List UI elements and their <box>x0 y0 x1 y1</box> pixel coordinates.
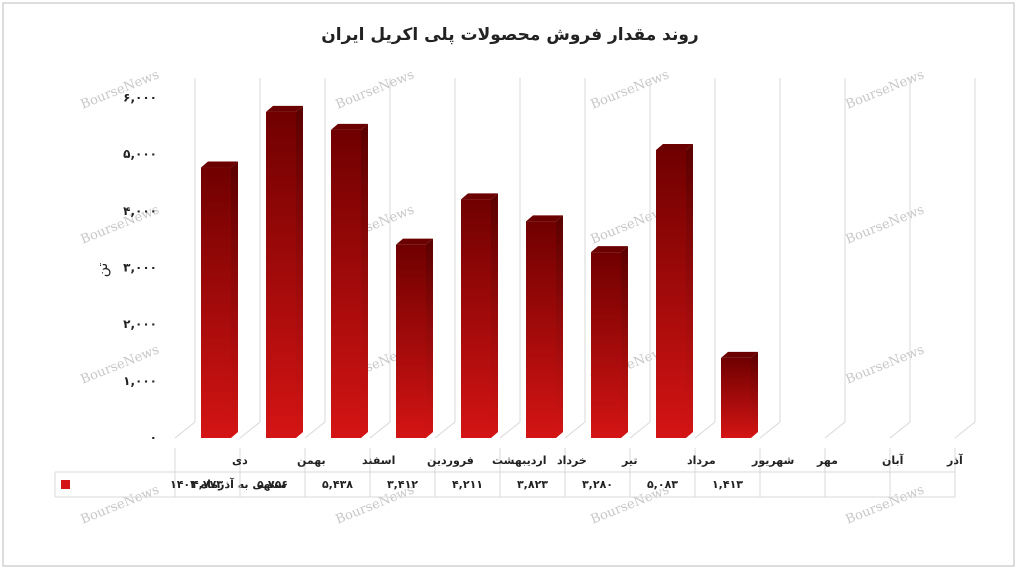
bar-top <box>201 161 238 168</box>
value-label: ۳,۲۸۰ <box>582 478 613 491</box>
y-tick-label: ۴,۰۰۰ <box>123 204 157 218</box>
x-tick-label: بهمن <box>297 454 326 467</box>
bar-top <box>591 246 628 253</box>
grid-wall <box>499 78 521 439</box>
bar <box>656 149 686 439</box>
chart-border <box>2 2 1015 567</box>
value-label: ۵,۷۵۶ <box>257 478 288 491</box>
bar-top <box>526 215 563 222</box>
grid-wall <box>564 78 586 439</box>
bar <box>201 167 231 438</box>
value-label: ۵,۴۳۸ <box>322 478 353 491</box>
bar <box>331 129 361 438</box>
bar-top <box>266 105 303 112</box>
bar-side <box>491 193 498 438</box>
bar-side <box>361 123 368 438</box>
grid-wall <box>239 78 261 439</box>
bar-side <box>686 143 693 439</box>
bar-side <box>296 105 303 439</box>
bar <box>461 199 491 438</box>
bar-side <box>751 351 758 438</box>
y-tick-label: ۲,۰۰۰ <box>123 317 157 331</box>
value-label: ۴,۷۷۳ <box>192 478 223 491</box>
x-tick-label: آبان <box>882 453 904 467</box>
bar <box>526 221 556 438</box>
value-label: ۳,۸۲۳ <box>517 478 548 491</box>
value-label: ۱,۴۱۳ <box>712 478 743 491</box>
bar-side <box>231 161 238 438</box>
x-tick-label: اسفند <box>362 454 395 467</box>
y-tick-label: ۳,۰۰۰ <box>123 261 157 275</box>
grid-wall <box>954 78 976 439</box>
bar-top <box>396 238 433 245</box>
bar <box>396 244 426 438</box>
y-tick-label: ۰ <box>150 431 157 445</box>
table-grid <box>54 448 955 498</box>
bar-side <box>556 215 563 438</box>
bar-top <box>461 193 498 200</box>
y-axis-label: تن <box>95 263 111 278</box>
grid-wall <box>369 78 391 439</box>
y-tick-label: ۵,۰۰۰ <box>123 147 157 161</box>
bar <box>266 111 296 439</box>
grid-wall <box>694 78 716 439</box>
chart-title: روند مقدار فروش محصولات پلی اکریل ایران <box>321 25 698 45</box>
grid-wall <box>304 78 326 439</box>
bar <box>591 252 621 438</box>
x-tick-label: دی <box>232 454 248 467</box>
x-tick-label: فروردین <box>427 454 474 467</box>
x-tick-label: مرداد <box>687 454 716 467</box>
grid-wall <box>889 78 911 439</box>
bar-top <box>721 351 758 358</box>
grid-wall <box>824 78 846 439</box>
y-tick-label: ۶,۰۰۰ <box>123 91 157 105</box>
grid-wall <box>174 78 196 439</box>
bar-side <box>621 246 628 438</box>
x-tick-label: شهریور <box>751 454 794 467</box>
x-tick-label: خرداد <box>557 454 587 467</box>
x-tick-label: تیر <box>621 454 637 467</box>
grid-wall <box>759 78 781 439</box>
legend-label: منتهی به آذرماه ۱۴۰۳ <box>170 477 287 491</box>
value-label: ۴,۲۱۱ <box>452 478 483 491</box>
value-label: ۵,۰۸۳ <box>647 478 678 491</box>
legend-swatch <box>61 480 70 489</box>
y-tick-label: ۱,۰۰۰ <box>123 374 157 388</box>
bar <box>721 357 751 438</box>
x-tick-label: اردیبهشت <box>492 454 546 467</box>
x-tick-label: مهر <box>816 454 838 467</box>
grid-wall <box>434 78 456 439</box>
value-label: ۳,۴۱۲ <box>387 478 418 491</box>
bar-top <box>331 123 368 130</box>
grid-wall <box>629 78 651 439</box>
bar-side <box>426 238 433 438</box>
x-tick-label: آذر <box>946 453 963 467</box>
bar-top <box>656 143 693 150</box>
